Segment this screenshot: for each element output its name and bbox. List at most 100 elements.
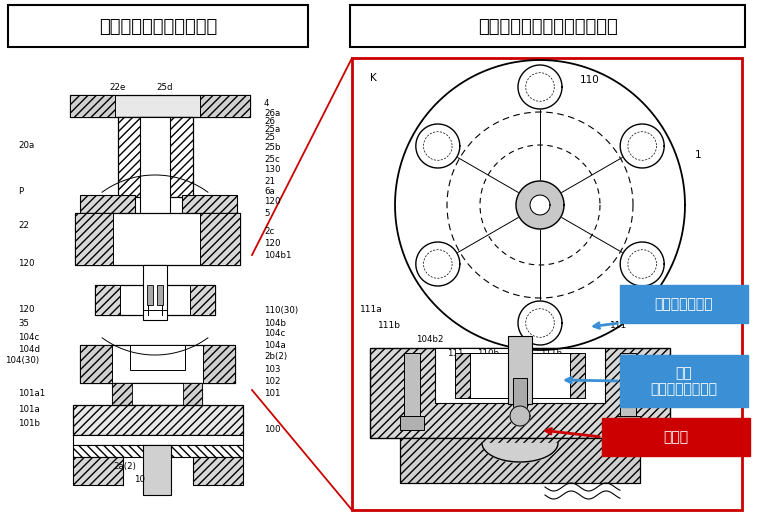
Bar <box>352 58 742 510</box>
Polygon shape <box>518 65 562 109</box>
Text: 22: 22 <box>18 221 29 230</box>
Text: 101b: 101b <box>18 418 40 427</box>
Bar <box>203 345 235 383</box>
Text: 2b(2): 2b(2) <box>264 353 287 361</box>
Text: 110: 110 <box>580 75 600 85</box>
Bar <box>147 285 153 305</box>
Text: クッションピン: クッションピン <box>655 297 713 311</box>
Text: 103: 103 <box>264 365 280 373</box>
Text: 10: 10 <box>134 475 146 484</box>
Text: 104d: 104d <box>18 345 40 354</box>
Polygon shape <box>530 195 550 215</box>
Text: プレス機絞り工程断面図: プレス機絞り工程断面図 <box>99 18 217 36</box>
Bar <box>132 405 182 443</box>
Bar <box>80 195 135 213</box>
Text: 130: 130 <box>264 165 280 175</box>
Text: 102: 102 <box>264 377 280 385</box>
Bar <box>513 378 527 418</box>
Text: 25d: 25d <box>157 84 174 93</box>
Text: 2c: 2c <box>264 228 274 236</box>
Bar <box>157 285 163 305</box>
Bar <box>350 5 745 47</box>
Polygon shape <box>620 124 664 168</box>
Bar <box>70 95 115 117</box>
Text: 110b: 110b <box>477 348 499 358</box>
Text: 26a: 26a <box>264 108 280 118</box>
Bar <box>73 457 123 485</box>
Bar <box>602 418 750 456</box>
Polygon shape <box>620 242 664 286</box>
Polygon shape <box>416 242 460 286</box>
Bar <box>620 285 748 323</box>
Text: 101a: 101a <box>18 405 39 415</box>
Bar <box>404 353 420 423</box>
Bar <box>112 383 132 405</box>
Bar <box>95 285 120 315</box>
Bar <box>95 285 215 315</box>
Bar <box>455 353 585 398</box>
Bar <box>75 213 113 265</box>
Text: 111a: 111a <box>360 305 383 314</box>
Text: 120: 120 <box>264 238 280 247</box>
Text: 25b: 25b <box>264 143 280 153</box>
Bar <box>470 353 570 398</box>
Bar <box>200 213 240 265</box>
Text: 104a: 104a <box>264 340 286 349</box>
Text: 20a: 20a <box>18 141 34 150</box>
Text: 4: 4 <box>264 99 270 108</box>
Text: 35: 35 <box>18 319 29 327</box>
Text: 均圧エアークッションパット: 均圧エアークッションパット <box>478 18 618 36</box>
Bar <box>75 213 240 265</box>
Bar <box>70 95 250 117</box>
Bar <box>80 345 235 383</box>
Text: 6a: 6a <box>264 187 274 196</box>
Bar <box>200 95 250 117</box>
Text: 101a1: 101a1 <box>18 389 45 397</box>
Bar <box>140 117 170 257</box>
Bar <box>508 336 532 404</box>
Bar <box>8 5 308 47</box>
Text: 101: 101 <box>264 389 280 397</box>
Bar <box>130 345 185 370</box>
Polygon shape <box>518 301 562 345</box>
Text: 104b: 104b <box>264 319 286 327</box>
Text: 摺動面: 摺動面 <box>663 430 688 444</box>
Bar <box>620 353 636 423</box>
Text: 120: 120 <box>18 258 35 267</box>
Text: 104c: 104c <box>264 329 285 338</box>
Text: 26: 26 <box>264 117 275 126</box>
Text: 均圧
クッションパッド: 均圧 クッションパッド <box>650 366 718 396</box>
Bar <box>143 265 167 320</box>
Text: 120: 120 <box>18 305 35 314</box>
Bar <box>80 345 112 383</box>
Bar <box>118 117 193 197</box>
Bar <box>435 348 605 403</box>
Text: 104b1: 104b1 <box>264 252 292 260</box>
Bar <box>193 457 243 485</box>
Bar <box>400 438 640 483</box>
Text: 110(30): 110(30) <box>264 305 298 314</box>
Bar <box>73 435 243 445</box>
Text: 104(30): 104(30) <box>5 357 39 366</box>
Bar <box>112 383 202 405</box>
Bar <box>620 355 748 407</box>
Bar <box>182 195 237 213</box>
Text: K: K <box>370 73 377 83</box>
Text: 2a(2): 2a(2) <box>114 462 136 472</box>
Text: 25a: 25a <box>264 124 280 133</box>
Bar <box>73 405 243 435</box>
Polygon shape <box>510 406 530 426</box>
Bar <box>73 445 243 457</box>
Bar <box>190 285 215 315</box>
Bar <box>143 445 171 495</box>
Bar <box>370 348 670 438</box>
Text: 25c: 25c <box>264 154 280 164</box>
Text: 104c: 104c <box>18 333 39 342</box>
Bar <box>183 383 202 405</box>
Text: 104b2: 104b2 <box>416 335 443 345</box>
Bar <box>616 416 640 430</box>
Text: 120: 120 <box>264 198 280 207</box>
Text: 22e: 22e <box>110 84 126 93</box>
Text: 1: 1 <box>695 150 702 160</box>
Text: 111b: 111b <box>540 348 562 358</box>
